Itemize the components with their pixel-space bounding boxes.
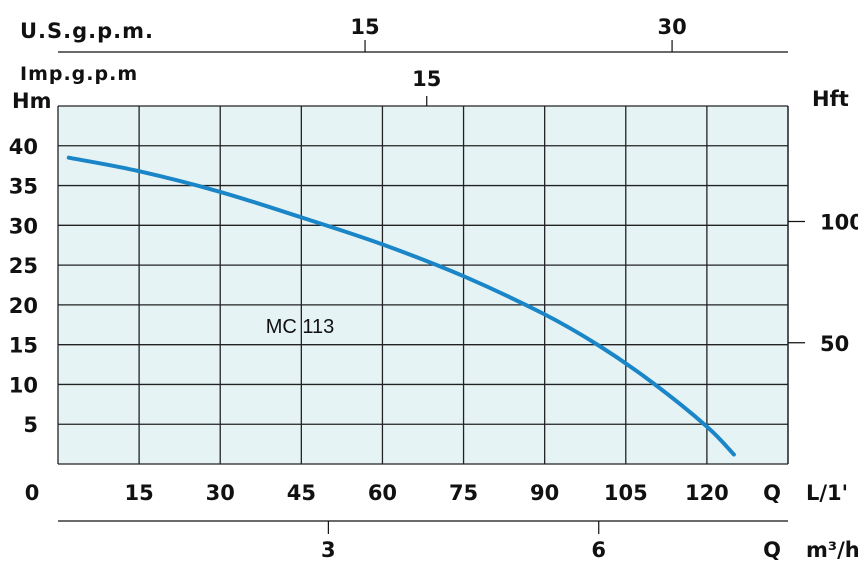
usgpm-tick-label: 30	[657, 15, 686, 39]
left-tick-label: 20	[9, 294, 38, 318]
right-tick-label: 100	[820, 211, 858, 235]
left-tick-label: 10	[9, 373, 38, 397]
bottom-tick-label: 60	[368, 481, 397, 505]
left-axis-label: Hm	[12, 89, 51, 113]
m3h-axis-label: m³/h	[806, 538, 858, 562]
left-tick-label: 40	[9, 135, 38, 159]
usgpm-axis-label: U.S.g.p.m.	[20, 19, 154, 43]
usgpm-ticks: 15 30	[350, 15, 687, 52]
bottom-axis-ticks: 0 15 30 45 60 75 90 105 120	[25, 481, 729, 505]
impgpm-tick-label: 15	[412, 67, 441, 91]
right-tick-label: 50	[820, 332, 849, 356]
bottom-tick-label: 75	[449, 481, 478, 505]
grid	[57, 105, 789, 465]
plot-area	[58, 106, 788, 464]
bottom-axis-label: L/1'	[806, 481, 848, 505]
impgpm-ticks: 15	[412, 67, 441, 106]
performance-curve	[66, 155, 736, 457]
bottom-tick-label: 0	[25, 481, 40, 505]
bottom-q-label: Q	[763, 481, 781, 505]
bottom-tick-label: 105	[604, 481, 648, 505]
impgpm-axis-label: Imp.g.p.m	[20, 63, 138, 85]
bottom-tick-label: 120	[685, 481, 729, 505]
m3h-q-label: Q	[763, 538, 781, 562]
m3h-tick-label: 3	[321, 538, 336, 562]
usgpm-tick-label: 15	[350, 15, 379, 39]
right-axis-label: Hft	[812, 87, 849, 111]
bottom-tick-label: 45	[287, 481, 316, 505]
left-tick-label: 25	[9, 254, 38, 278]
left-tick-label: 35	[9, 175, 38, 199]
bottom-tick-label: 90	[530, 481, 559, 505]
left-tick-label: 5	[23, 413, 38, 437]
right-axis-ticks: 100 50	[788, 211, 858, 356]
m3h-tick-label: 6	[591, 538, 606, 562]
bottom-tick-label: 15	[124, 481, 153, 505]
curve-label: MC 113	[266, 316, 335, 338]
left-axis-ticks: 5 10 15 20 25 30 35 40	[9, 135, 38, 437]
left-tick-label: 15	[9, 334, 38, 358]
left-tick-label: 30	[9, 214, 38, 238]
bottom-tick-label: 30	[206, 481, 235, 505]
